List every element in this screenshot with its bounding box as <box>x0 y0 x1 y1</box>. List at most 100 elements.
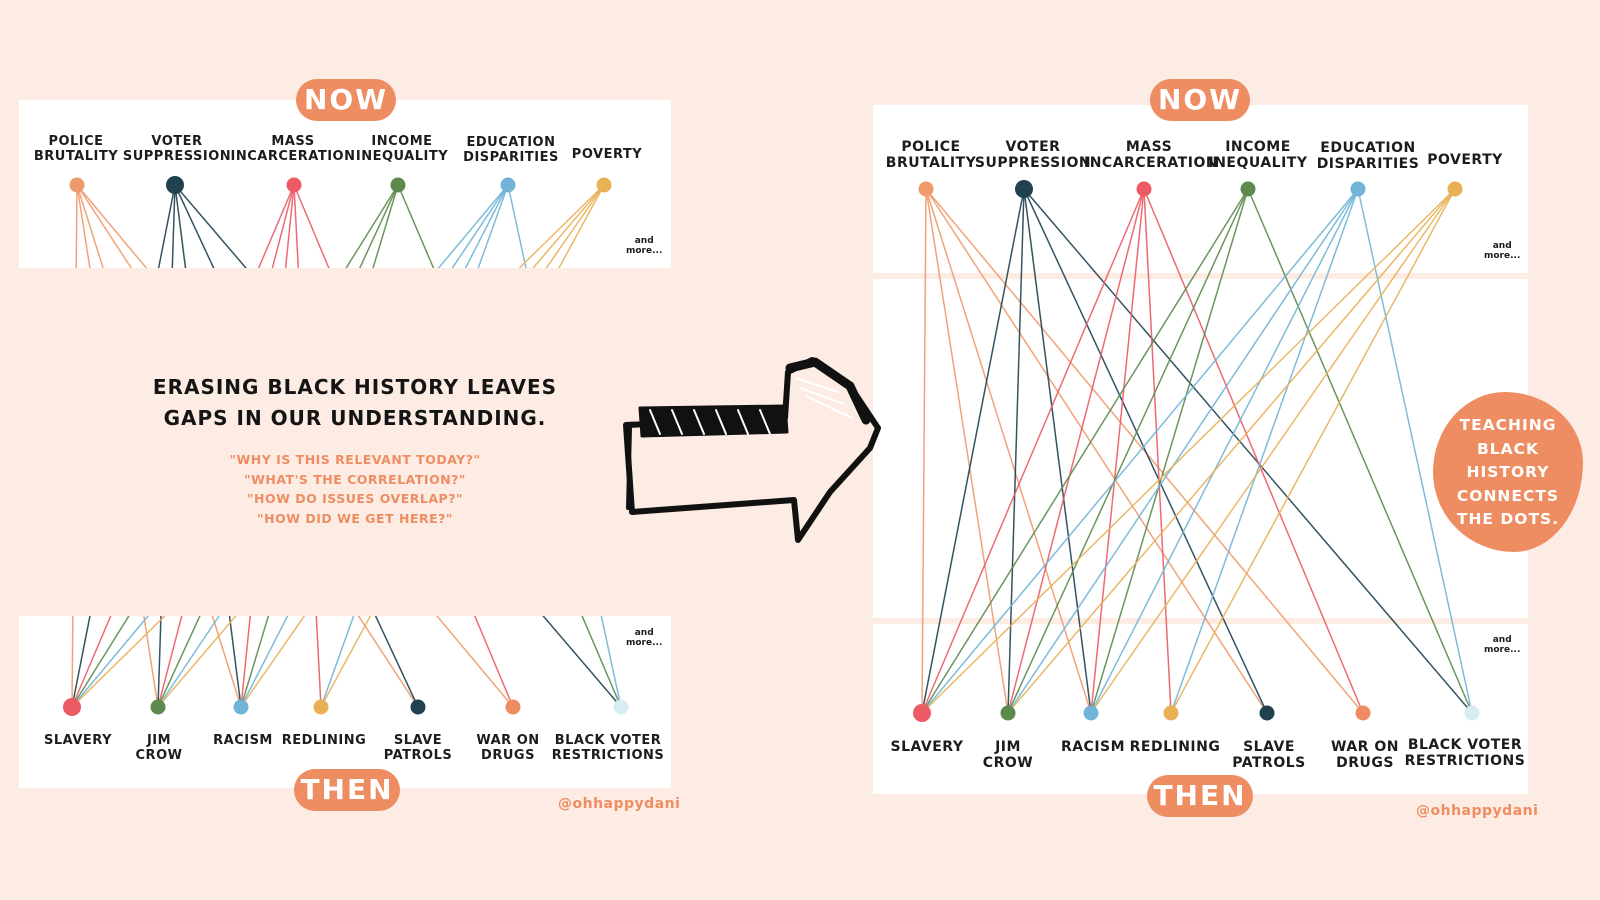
right-now-dot <box>1350 181 1366 197</box>
right-now-label-poverty: POVERTY <box>1427 152 1503 168</box>
left-then-dot <box>63 698 81 716</box>
left-now-dot <box>596 177 612 193</box>
connection-line <box>1143 188 1172 714</box>
right-now-label-income-inequality: INCOME INEQUALITY <box>1208 139 1308 171</box>
right-now-dot <box>1136 181 1152 197</box>
connection-line <box>240 616 270 708</box>
erasing-history-headline: ERASING BLACK HISTORY LEAVES GAPS IN OUR… <box>152 375 558 430</box>
connection-line <box>921 188 1456 714</box>
connection-line <box>1170 188 1359 714</box>
connection-line <box>71 616 112 708</box>
right-then-dot <box>1000 705 1016 721</box>
connection-line <box>921 188 1249 714</box>
right-then-label-slave-patrols: SLAVE PATROLS <box>1232 739 1306 771</box>
right-then-and-more: and more... <box>1484 635 1521 655</box>
left-now-label-education-disparities: EDUCATION DISPARITIES <box>463 135 559 165</box>
connection-line <box>240 616 289 708</box>
connection-line <box>1090 188 1456 714</box>
right-now-dot <box>1015 180 1033 198</box>
right-now-label-police-brutality: POLICE BRUTALITY <box>885 139 977 171</box>
question-3: "HOW DO ISSUES OVERLAP?" <box>247 491 463 506</box>
right-then-label-racism: RACISM <box>1060 739 1126 755</box>
connection-line <box>1023 188 1268 714</box>
connection-line <box>921 188 1025 714</box>
left-then-and-more: and more... <box>626 628 663 648</box>
connection-line <box>357 616 419 708</box>
left-then-dot <box>233 699 249 715</box>
connection-line <box>315 616 322 708</box>
connection-line <box>157 616 237 708</box>
connection-line <box>1357 188 1473 714</box>
connection-line <box>320 616 355 708</box>
connection-line <box>228 616 242 708</box>
connection-line <box>1007 188 1456 714</box>
left-then-dot <box>313 699 329 715</box>
connection-line <box>1090 188 1249 714</box>
left-then-dot <box>613 699 629 715</box>
left-now-label-police-brutality: POLICE BRUTALITY <box>33 134 119 164</box>
left-now-dot <box>166 176 184 194</box>
right-then-dot <box>1259 705 1275 721</box>
left-author-handle: @ohhappydani <box>558 796 681 812</box>
left-now-label-income-inequality: INCOME INEQUALITY <box>355 134 449 164</box>
question-4: "HOW DID WE GET HERE?" <box>257 510 453 526</box>
connection-line <box>1023 188 1473 714</box>
right-now-dot <box>1240 181 1256 197</box>
right-now-label-education-disparities: EDUCATION DISPARITIES <box>1316 140 1420 172</box>
connection-line <box>1023 188 1092 714</box>
connection-line <box>925 188 1009 714</box>
connection-line <box>240 616 251 708</box>
connection-line <box>1090 188 1145 714</box>
connection-line <box>1007 188 1359 714</box>
connection-line <box>921 188 1145 714</box>
right-then-dot <box>1464 705 1480 721</box>
connection-line <box>1007 188 1249 714</box>
connection-line <box>374 616 419 708</box>
left-now-label-poverty: POVERTY <box>571 147 643 162</box>
connection-line <box>157 616 183 708</box>
left-then-label-jim-crow: JIM CROW <box>135 733 183 763</box>
connection-line <box>71 616 149 708</box>
left-now-dot <box>500 177 516 193</box>
question-2: "WHAT'S THE CORRELATION?" <box>244 471 466 487</box>
connection-line <box>71 616 130 708</box>
connection-line <box>71 616 74 708</box>
right-then-dot <box>1355 705 1371 721</box>
connection-line <box>1170 188 1456 714</box>
left-then-dot <box>150 699 166 715</box>
right-now-and-more: and more... <box>1484 241 1521 261</box>
left-then-label-redlining: REDLINING <box>281 733 367 748</box>
left-then-panel <box>19 616 671 788</box>
left-then-label-black-voter-restrictions: BLACK VOTER RESTRICTIONS <box>551 733 665 763</box>
left-now-and-more: and more... <box>626 236 663 256</box>
right-now-label-mass-incarceration: MASS INCARCERATION <box>1084 139 1219 171</box>
connection-line <box>211 616 242 708</box>
connection-line <box>71 616 166 708</box>
right-now-dot <box>918 181 934 197</box>
right-now-dot <box>1447 181 1463 197</box>
connection-line <box>921 188 1359 714</box>
right-middle-panel <box>873 279 1528 618</box>
connection-line <box>925 188 1268 714</box>
connection-line <box>71 616 91 708</box>
right-then-pill: THEN <box>1147 775 1253 817</box>
right-now-label-voter-suppression: VOTER SUPPRESSION <box>974 139 1092 171</box>
connection-line <box>1090 188 1359 714</box>
left-then-pill: THEN <box>294 769 400 811</box>
left-now-dot <box>69 177 85 193</box>
connection-line <box>925 188 1364 714</box>
right-now-pill: NOW <box>1150 79 1250 121</box>
left-now-pill: NOW <box>296 79 396 121</box>
connection-line <box>1143 188 1364 714</box>
right-then-dot <box>913 704 931 722</box>
right-then-label-black-voter-restrictions: BLACK VOTER RESTRICTIONS <box>1404 737 1526 769</box>
left-now-label-voter-suppression: VOTER SUPPRESSION <box>122 134 232 164</box>
connection-line <box>320 616 372 708</box>
teaching-callout-text: TEACHING BLACK HISTORY CONNECTS THE DOTS… <box>1456 416 1560 528</box>
right-then-panel <box>873 624 1528 794</box>
left-then-label-slavery: SLAVERY <box>44 733 112 748</box>
right-then-dot <box>1163 705 1179 721</box>
left-then-label-slave-patrols: SLAVE PATROLS <box>383 733 453 763</box>
right-then-label-redlining: REDLINING <box>1129 739 1221 755</box>
